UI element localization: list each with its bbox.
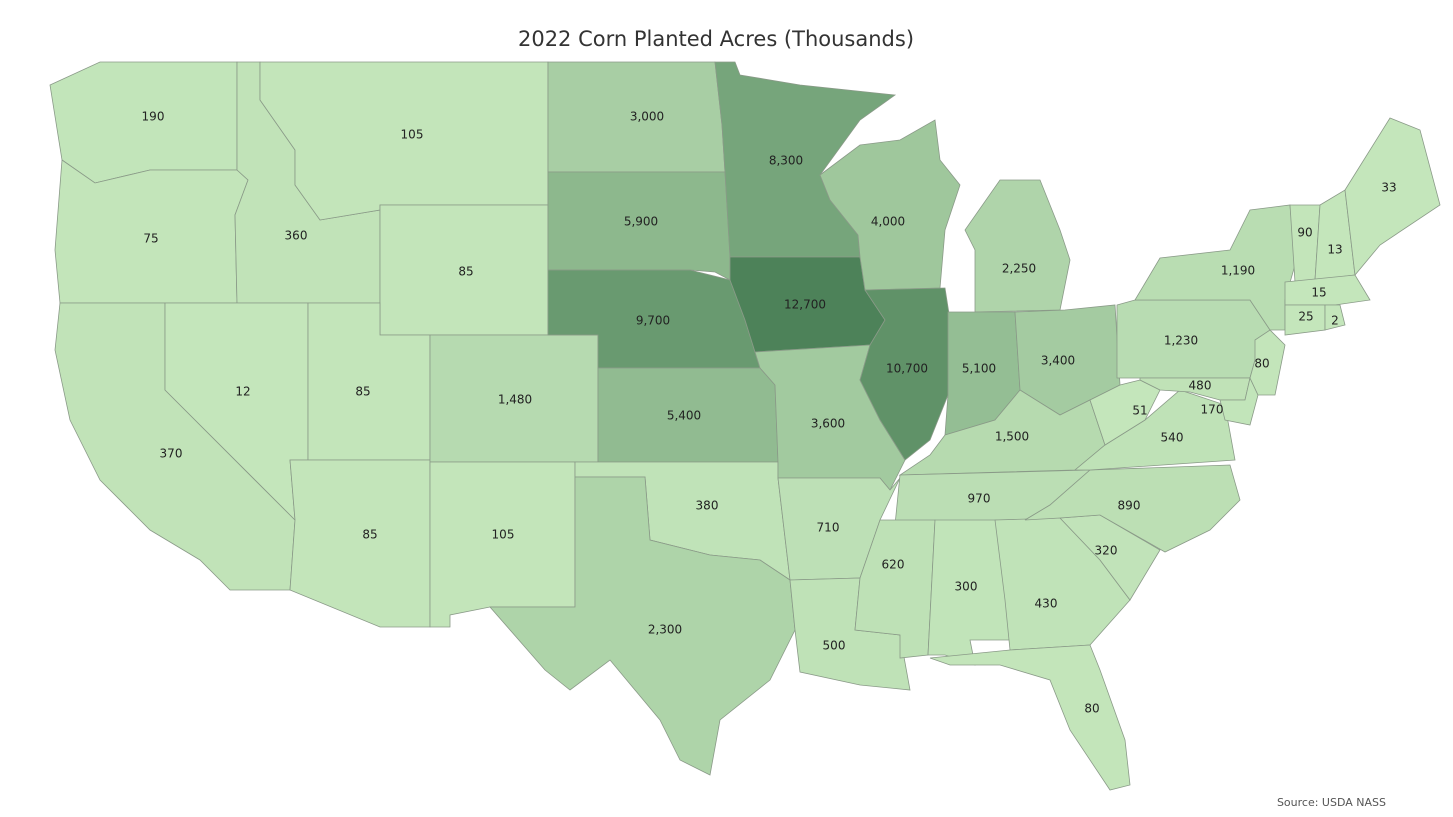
region-label: 80 [1084,702,1099,716]
region-label: 360 [285,229,308,243]
region-label: 51 [1132,404,1147,418]
region-label: 10,700 [886,362,928,376]
region [489,476,796,776]
region-label: 3,400 [1041,354,1075,368]
region [859,287,951,461]
region-label: 80 [1254,357,1269,371]
region-label: 12 [235,385,250,399]
region [1344,117,1441,276]
region-label: 620 [882,558,905,572]
region-label: 1,230 [1164,334,1198,348]
region-label: 540 [1161,431,1184,445]
source-note: Source: USDA NASS [1277,796,1386,809]
region-label: 33 [1381,181,1396,195]
region-label: 3,000 [630,110,664,124]
region-label: 2,300 [648,623,682,637]
region-label: 85 [458,265,473,279]
region [819,119,961,291]
region [929,644,1131,791]
region-label: 85 [362,528,377,542]
region-label: 5,900 [624,215,658,229]
region-label: 320 [1095,544,1118,558]
region-label: 480 [1189,379,1212,393]
region [429,461,576,628]
region-label: 5,100 [962,362,996,376]
region-label: 890 [1118,499,1141,513]
region-label: 1,500 [995,430,1029,444]
region [1024,464,1241,553]
region-label: 13 [1327,243,1342,257]
region-label: 15 [1311,286,1326,300]
region-label: 4,000 [871,215,905,229]
region [1284,274,1371,306]
region-label: 75 [143,232,158,246]
region-label: 2,250 [1002,262,1036,276]
region-label: 1,190 [1221,264,1255,278]
region-label: 3,600 [811,417,845,431]
region-label: 105 [401,128,424,142]
region-label: 380 [696,499,719,513]
region-label: 85 [355,385,370,399]
region-label: 25 [1298,310,1313,324]
region-label: 710 [817,521,840,535]
region-label: 8,300 [769,154,803,168]
region-label: 170 [1201,403,1224,417]
region [854,519,936,659]
region-label: 105 [492,528,515,542]
region-label: 90 [1297,226,1312,240]
region [964,179,1071,313]
region-label: 500 [823,639,846,653]
region-label: 970 [968,492,991,506]
region [1324,304,1346,331]
region-label: 2 [1331,314,1339,328]
region-label: 370 [160,447,183,461]
map-title: 2022 Corn Planted Acres (Thousands) [518,27,914,51]
region-label: 300 [955,580,978,594]
region-label: 5,400 [667,409,701,423]
region [289,459,431,628]
region-label: 9,700 [636,314,670,328]
region-label: 1,480 [498,393,532,407]
region-label: 12,700 [784,298,826,312]
region [1073,389,1236,471]
region [1249,329,1286,396]
region-label: 430 [1035,597,1058,611]
region-label: 190 [142,110,165,124]
